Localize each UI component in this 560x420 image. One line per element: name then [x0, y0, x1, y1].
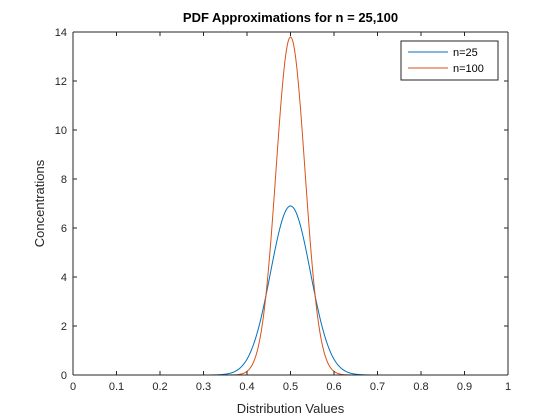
- x-tick-label: 0.4: [239, 381, 254, 393]
- y-tick-label: 0: [61, 370, 67, 382]
- legend: n=25 n=100: [400, 40, 499, 81]
- x-tick-label: 0.9: [457, 381, 472, 393]
- y-tick-label: 8: [61, 174, 67, 186]
- y-tick-label: 12: [55, 76, 67, 88]
- y-tick-label: 2: [61, 321, 67, 333]
- x-tick-label: 0.5: [283, 381, 298, 393]
- y-axis-label: Concentrations: [32, 159, 47, 247]
- y-tick-label: 4: [61, 272, 67, 284]
- x-tick-label: 0.6: [326, 381, 341, 393]
- plot-background: [73, 32, 508, 375]
- y-tick-label: 6: [61, 223, 67, 235]
- x-tick-label: 0.7: [370, 381, 385, 393]
- x-tick-label: 0.1: [109, 381, 124, 393]
- x-tick-label: 0.8: [413, 381, 428, 393]
- legend-label: n=100: [453, 63, 484, 75]
- y-tick-label: 14: [55, 27, 67, 39]
- x-tick-label: 1: [505, 381, 511, 393]
- legend-box: [400, 40, 499, 81]
- x-axis-label: Distribution Values: [237, 401, 345, 416]
- chart-title: PDF Approximations for n = 25,100: [183, 10, 398, 25]
- x-tick-label: 0.2: [152, 381, 167, 393]
- y-tick-label: 10: [55, 125, 67, 137]
- x-tick-label: 0: [70, 381, 76, 393]
- x-tick-label: 0.3: [196, 381, 211, 393]
- legend-label: n=25: [453, 47, 478, 59]
